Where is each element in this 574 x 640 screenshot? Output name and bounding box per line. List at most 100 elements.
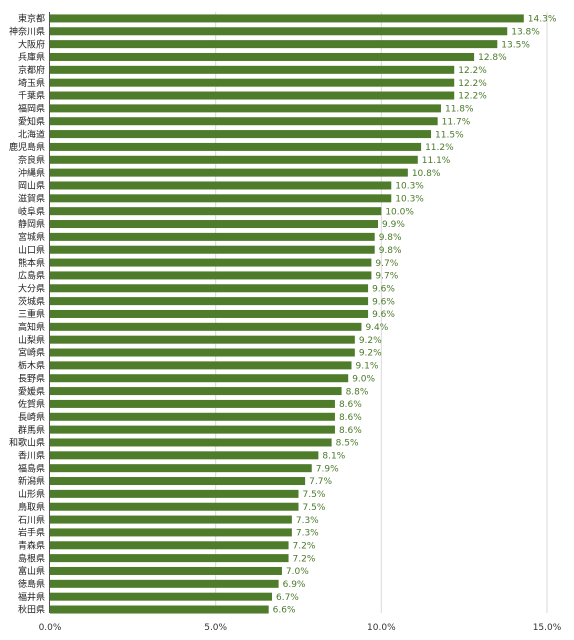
- value-label: 10.0%: [385, 207, 414, 217]
- category-label: 大阪府: [18, 38, 45, 50]
- value-label: 9.8%: [379, 246, 402, 256]
- category-label: 兵庫県: [18, 51, 45, 63]
- bar: [50, 528, 292, 537]
- bar: [50, 155, 418, 164]
- category-label: 山形県: [18, 488, 45, 500]
- category-label: 群馬県: [18, 424, 45, 436]
- category-label: 茨城県: [18, 295, 45, 307]
- bar: [50, 297, 369, 306]
- bar: [50, 245, 375, 254]
- bar: [50, 374, 349, 383]
- category-label: 徳島県: [18, 578, 45, 590]
- value-labels: 14.3% 13.8% 13.5% 12.8% 12.2% 12.2% 12.2% 11.8%…: [273, 15, 557, 616]
- category-label: 岐阜県: [18, 205, 45, 217]
- bar: [50, 605, 269, 614]
- value-label: 12.2%: [458, 66, 487, 76]
- bar: [50, 168, 408, 177]
- value-label: 9.2%: [359, 349, 382, 359]
- bar: [50, 117, 438, 126]
- category-label: 宮崎県: [18, 347, 45, 359]
- category-label: 高知県: [18, 321, 45, 333]
- category-label: 佐賀県: [18, 398, 45, 410]
- value-label: 7.3%: [296, 516, 319, 526]
- category-label: 長崎県: [18, 411, 45, 423]
- value-label: 8.5%: [336, 439, 359, 449]
- value-label: 7.3%: [296, 529, 319, 539]
- category-label: 新潟県: [18, 475, 45, 487]
- value-label: 11.2%: [425, 143, 454, 153]
- category-label: 石川県: [18, 515, 45, 526]
- value-label: 10.3%: [395, 195, 424, 205]
- category-label: 和歌山県: [9, 437, 45, 449]
- bar: [50, 579, 279, 588]
- bar: [50, 65, 455, 74]
- value-label: 9.6%: [372, 297, 395, 307]
- value-label: 7.2%: [293, 541, 316, 551]
- category-label: 三重県: [18, 308, 45, 320]
- value-label: 11.8%: [445, 105, 474, 115]
- bar: [50, 309, 369, 318]
- category-label: 岩手県: [18, 527, 45, 539]
- x-tick-label: 5.0%: [204, 623, 227, 633]
- bar: [50, 52, 475, 61]
- value-label: 7.5%: [303, 503, 326, 513]
- bar: [50, 258, 372, 267]
- value-label: 8.6%: [339, 426, 362, 436]
- category-label: 山口県: [18, 245, 45, 256]
- category-label: 奈良県: [18, 154, 45, 166]
- bar: [50, 399, 335, 408]
- bar: [50, 335, 355, 344]
- category-label: 岡山県: [18, 181, 45, 192]
- bar: [50, 361, 352, 370]
- category-label: 島根県: [18, 552, 45, 564]
- category-label: 大分県: [18, 282, 45, 294]
- bar: [50, 284, 369, 293]
- value-label: 12.2%: [458, 79, 487, 89]
- x-tick-label: 0.0%: [39, 623, 62, 633]
- value-label: 11.1%: [422, 156, 451, 166]
- bar: [50, 348, 355, 357]
- bar: [50, 91, 455, 100]
- value-label: 14.3%: [528, 15, 557, 25]
- category-label: 滋賀県: [18, 193, 45, 205]
- bar: [50, 220, 379, 229]
- value-label: 13.8%: [511, 27, 540, 37]
- value-label: 6.6%: [273, 606, 296, 616]
- bar: [50, 78, 455, 87]
- bar: [50, 14, 524, 23]
- category-labels: 東京都神奈川県大阪府兵庫県京都府埼玉県千葉県福岡県愛知県北海道鹿児島県奈良県沖縄…: [9, 13, 45, 616]
- value-label: 8.6%: [339, 400, 362, 410]
- x-tick-label: 15.0%: [533, 623, 562, 633]
- category-label: 青森県: [18, 539, 45, 551]
- category-label: 宮城県: [18, 231, 45, 243]
- value-label: 9.1%: [356, 362, 379, 372]
- value-label: 10.8%: [412, 169, 441, 179]
- bar: [50, 477, 306, 486]
- bar: [50, 541, 289, 550]
- bar: [50, 271, 372, 280]
- category-label: 栃木県: [18, 360, 45, 372]
- value-label: 9.7%: [375, 272, 398, 282]
- category-label: 埼玉県: [18, 77, 45, 89]
- value-label: 9.7%: [375, 259, 398, 269]
- bar: [50, 322, 362, 331]
- value-label: 9.0%: [352, 374, 375, 384]
- category-label: 東京都: [18, 13, 45, 25]
- value-label: 9.9%: [382, 220, 405, 230]
- value-label: 9.4%: [365, 323, 388, 333]
- bar: [50, 207, 382, 216]
- value-label: 8.6%: [339, 413, 362, 423]
- bar: [50, 194, 392, 203]
- bar: [50, 181, 392, 190]
- value-label: 11.5%: [435, 130, 464, 140]
- value-label: 7.0%: [286, 567, 309, 577]
- value-label: 8.8%: [346, 387, 369, 397]
- value-label: 9.6%: [372, 310, 395, 320]
- value-label: 12.8%: [478, 53, 507, 63]
- bar: [50, 104, 441, 113]
- bars-group: [50, 14, 524, 614]
- bar: [50, 27, 508, 36]
- bar: [50, 502, 299, 511]
- value-label: 7.9%: [316, 464, 339, 474]
